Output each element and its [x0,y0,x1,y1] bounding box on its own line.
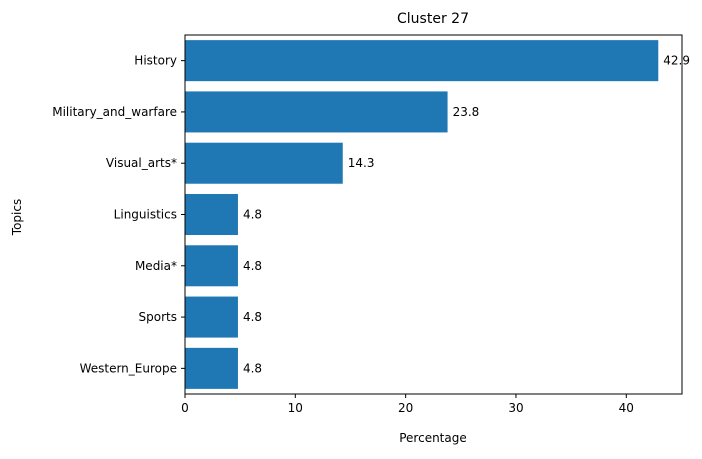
chart-title: Cluster 27 [397,11,469,27]
y-tick-label-0: History [134,54,177,68]
x-tick-label-3: 30 [508,401,523,415]
y-tick-label-4: Media* [135,259,177,273]
value-label-4: 4.8 [243,259,262,273]
y-tick-label-3: Linguistics [114,208,177,222]
plot-frame [184,34,683,395]
x-axis-label: Percentage [399,431,467,445]
value-labels-layer: 42.9 23.8 14.3 4.8 4.8 4.8 4.8 [243,54,690,376]
bar-5 [185,296,238,338]
y-axis-label: Topics [10,199,24,236]
bar-6 [185,347,238,389]
x-tick-label-0: 0 [181,401,189,415]
y-tick-label-5: Sports [139,310,177,324]
x-tick-label-4: 40 [619,401,634,415]
bar-2 [185,142,343,184]
value-label-1: 23.8 [453,105,480,119]
y-tick-label-2: Visual_arts* [106,156,177,170]
value-label-0: 42.9 [663,54,690,68]
bar-1 [185,91,448,133]
y-axis: History Military_and_warfare Visual_arts* L… [52,54,185,375]
bar-0 [185,40,659,82]
bar-3 [185,193,238,236]
value-label-2: 14.3 [348,156,375,170]
y-tick-label-1: Military_and_warfare [52,105,177,119]
value-label-6: 4.8 [243,361,262,375]
value-label-3: 4.8 [243,208,262,222]
x-tick-label-1: 10 [288,401,303,415]
bars-layer [185,40,659,389]
value-label-5: 4.8 [243,310,262,324]
x-tick-label-2: 20 [398,401,413,415]
x-axis: 0 10 20 30 40 [181,394,634,415]
bar-4 [185,245,238,287]
y-tick-label-6: Western_Europe [80,361,177,375]
